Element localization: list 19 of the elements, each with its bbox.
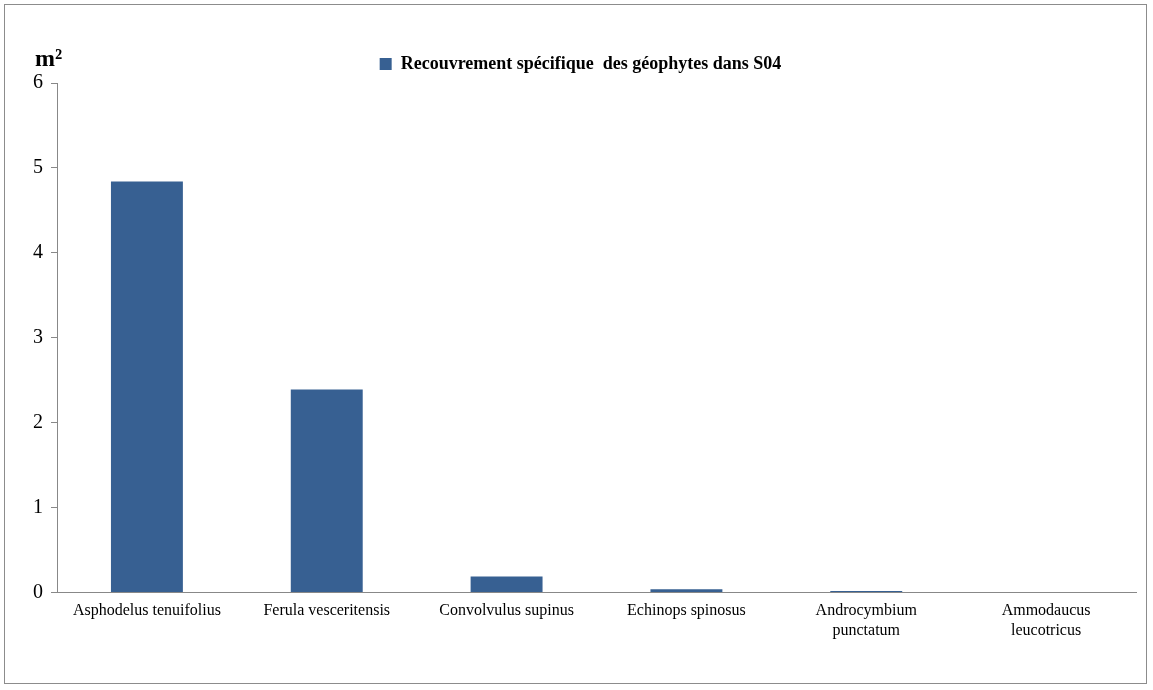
x-tick-label: Asphodelus tenuifolius: [72, 601, 221, 620]
y-tick-label: 1: [33, 494, 43, 517]
bar: [110, 181, 183, 593]
bar: [650, 589, 723, 593]
y-tick-label: 2: [33, 409, 43, 432]
x-tick-label: Androcymbium punctatum: [815, 601, 918, 639]
y-tick-label: 5: [33, 155, 43, 178]
bar: [470, 576, 543, 593]
x-tick-label: Ferula vesceritensis: [263, 601, 391, 619]
y-axis-title: m²: [35, 45, 63, 72]
y-tick-label: 3: [33, 325, 43, 348]
legend-label: Recouvrement spécifique des géophytes dans S04: [400, 52, 782, 73]
x-tick-label: Ammodaucus leucotricus: [1001, 601, 1091, 638]
bar: [290, 389, 363, 593]
x-tick-label: Echinops spinosus: [627, 601, 746, 620]
y-tick-label: 6: [33, 70, 43, 93]
x-tick-label: Convolvulus supinus: [439, 601, 574, 620]
y-tick-label: 4: [33, 240, 43, 263]
y-tick-label: 0: [33, 579, 43, 602]
